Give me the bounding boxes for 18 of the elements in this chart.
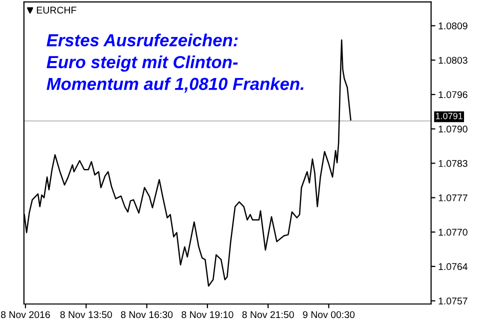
x-tick-label: 8 Nov 21:50 [242, 311, 294, 318]
x-tick-label: 8 Nov 16:30 [120, 311, 173, 318]
y-tick-label: 1.0796 [438, 91, 468, 98]
y-tick-label: 1.0757 [438, 298, 468, 304]
y-tick-label: 1.0783 [438, 160, 468, 167]
text: Erstes Ausrufezeichen: Euro steigt mit Clinton- Momentum auf 1,0810 Franken. [46, 34, 304, 93]
y-tick-label: 1.0790 [438, 126, 468, 133]
y-tick-label: 1.0770 [438, 228, 468, 236]
y-tick-label: 1.0809 [438, 22, 468, 30]
annotation: EURCHF [36, 6, 76, 14]
y-tick-label: 1.0764 [438, 263, 468, 270]
y-tick-label: 1.0803 [438, 56, 468, 64]
ref-line-label: 1.0791 [436, 112, 462, 120]
x-tick-label: 8 Nov 13:50 [60, 311, 112, 318]
x-tick-label: 8 Nov 19:10 [182, 311, 234, 318]
y-tick-label: 1.0777 [438, 194, 468, 202]
x-tick-label: 8 Nov 2016 [1, 311, 50, 318]
x-tick-label: 9 Nov 00:30 [302, 311, 355, 318]
